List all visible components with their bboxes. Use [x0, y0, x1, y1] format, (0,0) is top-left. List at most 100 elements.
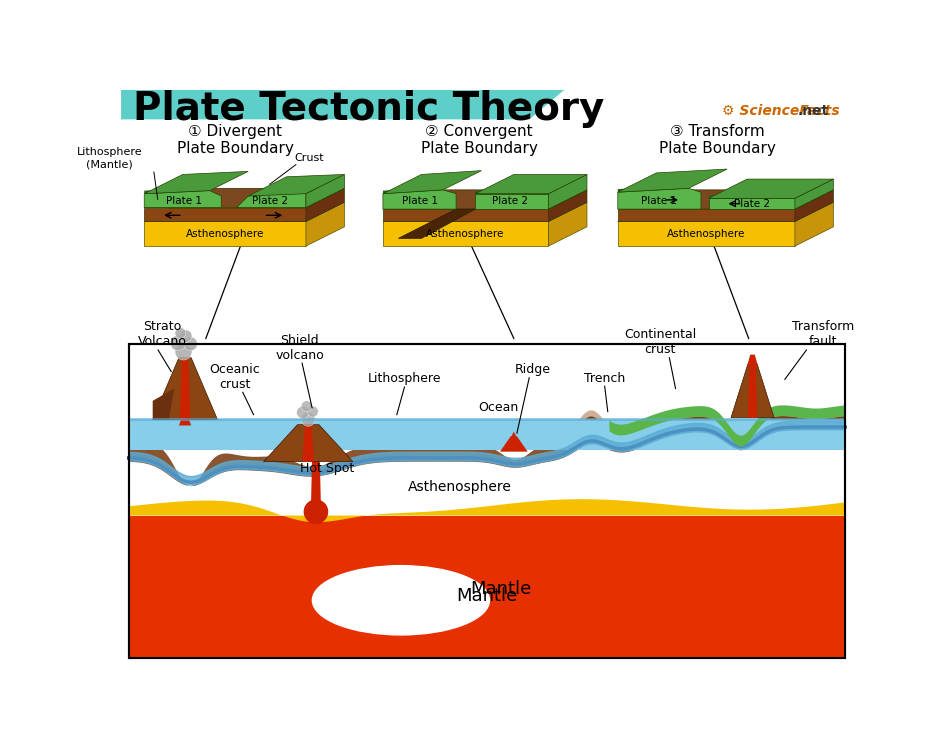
Text: Continental
crust: Continental crust — [624, 328, 696, 356]
Text: ① Divergent
Plate Boundary: ① Divergent Plate Boundary — [177, 123, 294, 156]
Polygon shape — [144, 191, 221, 207]
Polygon shape — [129, 416, 845, 420]
Polygon shape — [398, 209, 475, 239]
Text: Plate 2: Plate 2 — [733, 199, 770, 209]
Polygon shape — [383, 209, 548, 221]
Polygon shape — [548, 174, 587, 209]
Text: Strato
Volcano: Strato Volcano — [138, 320, 187, 349]
Bar — [129, 344, 845, 658]
Circle shape — [301, 401, 313, 411]
Polygon shape — [144, 188, 210, 194]
Polygon shape — [302, 425, 314, 462]
Polygon shape — [548, 202, 587, 246]
Polygon shape — [144, 171, 248, 194]
Text: ② Convergent
Plate Boundary: ② Convergent Plate Boundary — [421, 123, 538, 156]
Text: Asthenosphere: Asthenosphere — [408, 480, 512, 494]
Polygon shape — [122, 90, 564, 119]
Polygon shape — [609, 405, 845, 447]
Polygon shape — [248, 174, 345, 196]
Polygon shape — [129, 499, 845, 522]
Polygon shape — [129, 420, 845, 450]
Polygon shape — [237, 191, 306, 207]
Polygon shape — [747, 355, 758, 367]
Polygon shape — [383, 187, 443, 194]
Circle shape — [180, 330, 192, 343]
Polygon shape — [306, 174, 345, 207]
Circle shape — [308, 406, 318, 417]
Polygon shape — [500, 436, 527, 452]
Polygon shape — [618, 188, 701, 209]
Text: Asthenosphere: Asthenosphere — [667, 229, 746, 239]
Text: Plate 1: Plate 1 — [641, 197, 677, 206]
Text: Ocean: Ocean — [478, 401, 519, 414]
Polygon shape — [263, 425, 352, 462]
Polygon shape — [129, 410, 845, 420]
Circle shape — [175, 343, 192, 360]
Polygon shape — [475, 174, 587, 194]
Text: Plate 2: Plate 2 — [252, 197, 288, 206]
Text: Trench: Trench — [584, 372, 625, 384]
Polygon shape — [129, 418, 845, 421]
Text: Shield
volcano: Shield volcano — [276, 334, 324, 361]
Polygon shape — [144, 207, 306, 221]
Polygon shape — [548, 190, 587, 221]
Text: Oceanic
crust: Oceanic crust — [210, 363, 260, 391]
Text: Lithosphere
(Mantle): Lithosphere (Mantle) — [77, 147, 142, 169]
Polygon shape — [709, 179, 833, 198]
Polygon shape — [795, 190, 833, 221]
Polygon shape — [129, 515, 845, 658]
Polygon shape — [709, 195, 795, 198]
Ellipse shape — [313, 565, 489, 635]
Polygon shape — [248, 191, 306, 196]
Polygon shape — [383, 190, 587, 209]
Polygon shape — [179, 420, 191, 426]
Polygon shape — [144, 202, 345, 221]
Polygon shape — [383, 171, 482, 194]
Text: Transform
fault: Transform fault — [792, 320, 854, 349]
Text: Mantle: Mantle — [456, 587, 518, 605]
Polygon shape — [311, 458, 321, 524]
Text: ③ Transform
Plate Boundary: ③ Transform Plate Boundary — [659, 123, 776, 156]
Polygon shape — [153, 388, 174, 420]
Circle shape — [175, 328, 186, 338]
Circle shape — [183, 337, 198, 351]
Bar — [129, 344, 845, 658]
Circle shape — [296, 406, 309, 419]
Text: Hot Spot: Hot Spot — [300, 462, 354, 475]
Polygon shape — [795, 202, 833, 246]
Text: .net: .net — [797, 104, 828, 118]
Text: Crust: Crust — [294, 153, 324, 163]
Text: Asthenosphere: Asthenosphere — [186, 229, 264, 239]
Text: Lithosphere: Lithosphere — [368, 373, 441, 385]
Polygon shape — [383, 190, 456, 209]
Polygon shape — [618, 221, 795, 246]
Polygon shape — [618, 186, 689, 192]
Polygon shape — [795, 179, 833, 209]
Polygon shape — [618, 209, 795, 221]
Polygon shape — [306, 202, 345, 246]
Text: Plate 2: Plate 2 — [492, 197, 528, 206]
Polygon shape — [748, 364, 757, 418]
Polygon shape — [383, 202, 587, 221]
Polygon shape — [618, 169, 727, 192]
Text: Plate 1: Plate 1 — [166, 197, 202, 206]
Text: Plate Tectonic Theory: Plate Tectonic Theory — [133, 90, 604, 128]
Polygon shape — [144, 188, 345, 207]
Text: ⚙ ScienceFacts: ⚙ ScienceFacts — [722, 104, 840, 118]
Polygon shape — [129, 416, 845, 486]
Polygon shape — [475, 191, 548, 194]
Polygon shape — [180, 358, 190, 420]
Text: Ridge: Ridge — [514, 364, 550, 376]
Polygon shape — [144, 221, 306, 246]
Text: Asthenosphere: Asthenosphere — [427, 229, 504, 239]
Polygon shape — [618, 202, 833, 221]
Polygon shape — [383, 221, 548, 246]
Circle shape — [170, 335, 186, 351]
Polygon shape — [731, 364, 774, 418]
Polygon shape — [618, 190, 833, 209]
Polygon shape — [153, 358, 218, 420]
Text: Mantle: Mantle — [470, 580, 532, 598]
Polygon shape — [511, 432, 517, 438]
Polygon shape — [306, 188, 345, 221]
Text: Plate 1: Plate 1 — [402, 197, 438, 206]
